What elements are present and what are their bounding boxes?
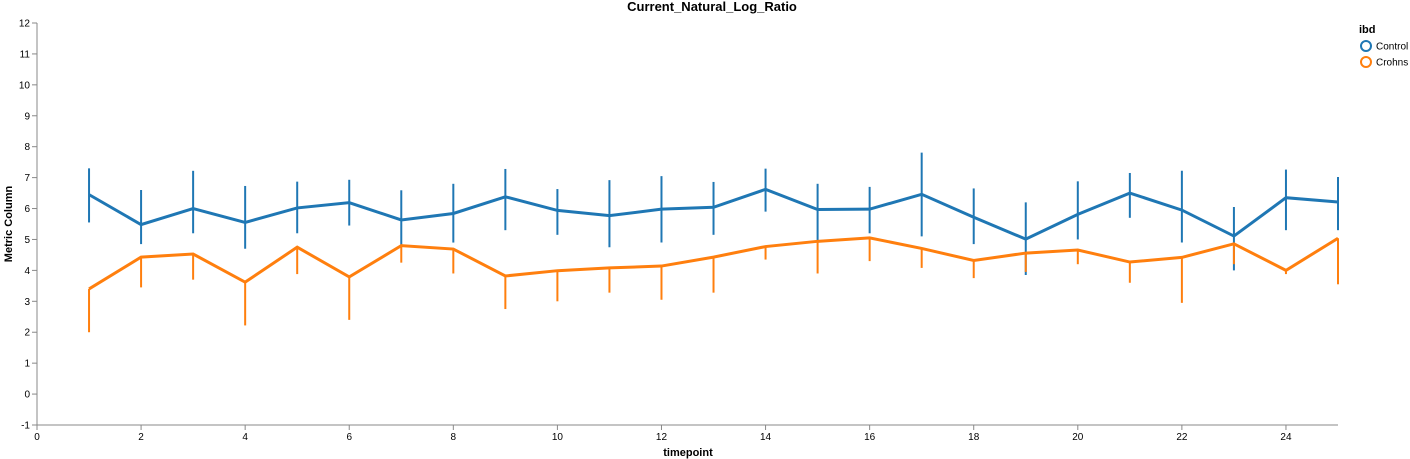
legend: ibd Control Crohns bbox=[1359, 24, 1408, 69]
y-tick-label: 9 bbox=[24, 111, 30, 122]
legend-label: Crohns bbox=[1376, 58, 1408, 69]
y-tick-label: -1 bbox=[21, 421, 30, 432]
y-tick-label: 3 bbox=[24, 297, 30, 308]
x-axis-ticks: 0 2 4 6 8 10 12 14 16 18 20 22 24 bbox=[34, 425, 1292, 443]
y-tick-label: 2 bbox=[24, 328, 30, 339]
y-tick-label: 4 bbox=[24, 266, 30, 277]
series-crohns bbox=[88, 236, 1339, 333]
y-tick-label: 8 bbox=[24, 142, 30, 153]
legend-symbol bbox=[1360, 40, 1372, 52]
y-tick-label: 7 bbox=[24, 173, 30, 184]
x-tick-label: 6 bbox=[346, 432, 352, 443]
chart-title: Current_Natural_Log_Ratio bbox=[627, 0, 797, 14]
x-axis-title: timepoint bbox=[663, 447, 713, 459]
series-line bbox=[88, 236, 1339, 291]
legend-label: Control bbox=[1376, 42, 1408, 53]
legend-item-crohns: Crohns bbox=[1360, 56, 1408, 69]
legend-symbol bbox=[1360, 56, 1372, 68]
y-tick-label: 12 bbox=[19, 19, 31, 30]
series-control bbox=[88, 152, 1339, 276]
y-tick-label: 10 bbox=[19, 80, 31, 91]
x-tick-label: 12 bbox=[656, 432, 668, 443]
y-tick-label: 11 bbox=[20, 49, 31, 60]
y-tick-label: 5 bbox=[24, 235, 30, 246]
y-tick-label: 6 bbox=[24, 204, 30, 215]
x-tick-label: 4 bbox=[242, 432, 248, 443]
x-tick-label: 10 bbox=[552, 432, 564, 443]
y-axis-title: Metric Column bbox=[3, 186, 15, 263]
x-tick-label: 2 bbox=[138, 432, 144, 443]
series-layer bbox=[88, 152, 1339, 333]
x-tick-label: 24 bbox=[1280, 432, 1292, 443]
x-tick-label: 0 bbox=[34, 432, 40, 443]
x-tick-label: 14 bbox=[760, 432, 772, 443]
legend-title: ibd bbox=[1359, 24, 1376, 36]
y-tick-label: 1 bbox=[24, 359, 30, 370]
x-tick-label: 22 bbox=[1176, 432, 1188, 443]
x-tick-label: 8 bbox=[451, 432, 457, 443]
x-tick-label: 16 bbox=[864, 432, 876, 443]
x-tick-label: 18 bbox=[968, 432, 980, 443]
x-tick-label: 20 bbox=[1072, 432, 1084, 443]
legend-items: Control Crohns bbox=[1360, 40, 1408, 69]
series-line bbox=[88, 187, 1339, 241]
y-tick-label: 0 bbox=[24, 390, 30, 401]
legend-item-control: Control bbox=[1360, 40, 1408, 53]
